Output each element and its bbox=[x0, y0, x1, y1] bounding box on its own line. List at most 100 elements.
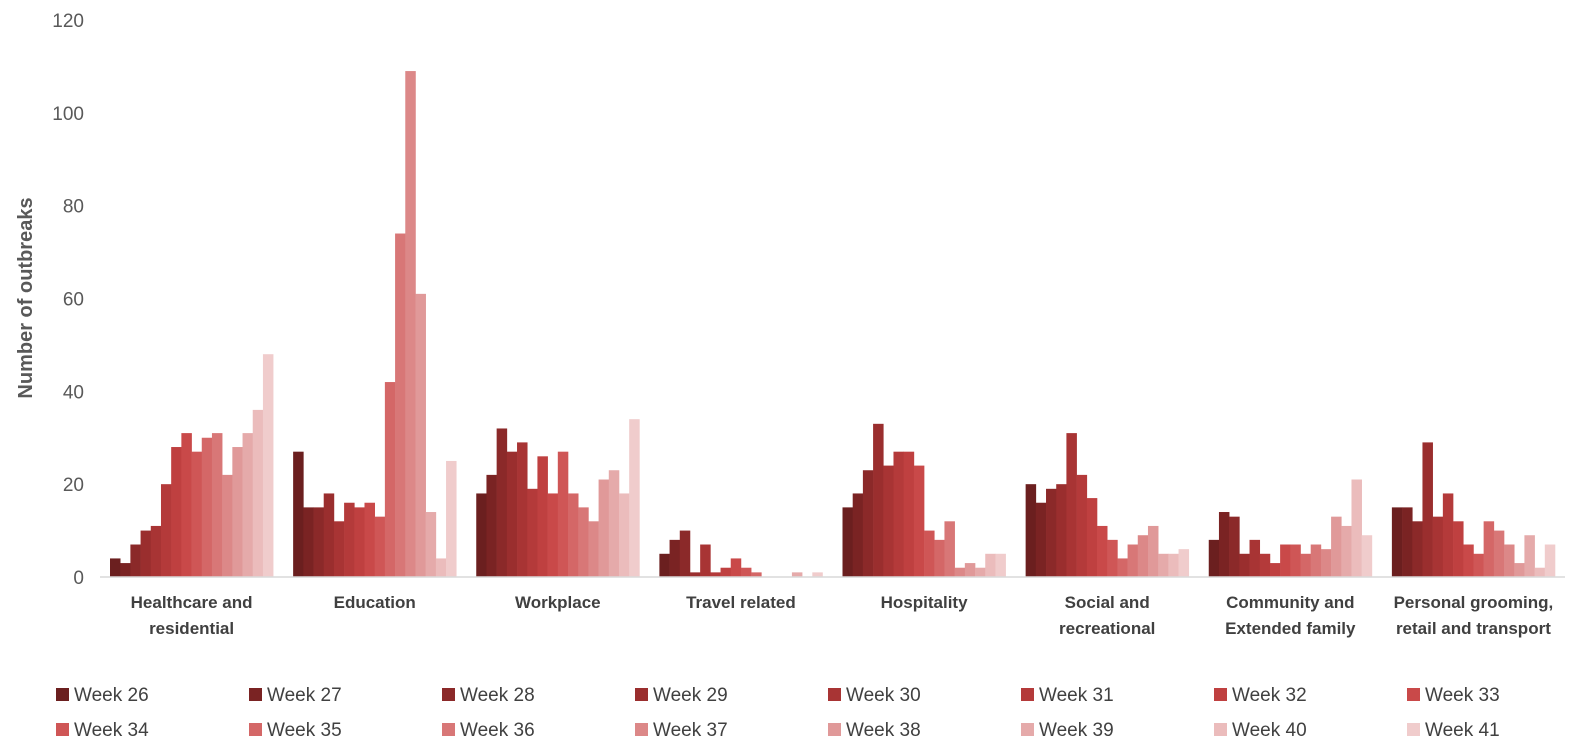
bar bbox=[1147, 525, 1159, 577]
bar bbox=[954, 567, 966, 577]
legend-label: Week 40 bbox=[1232, 720, 1307, 741]
bar bbox=[1412, 521, 1423, 577]
bar bbox=[384, 382, 396, 577]
bar bbox=[446, 460, 457, 577]
bar bbox=[435, 558, 447, 577]
bar bbox=[262, 354, 274, 577]
legend-label: Week 32 bbox=[1232, 685, 1307, 706]
bar bbox=[1391, 507, 1403, 578]
bar bbox=[252, 409, 264, 577]
bar bbox=[242, 433, 254, 577]
bar bbox=[374, 516, 386, 577]
bar bbox=[222, 474, 233, 577]
bar bbox=[110, 558, 121, 577]
bar bbox=[679, 530, 691, 577]
bar bbox=[568, 493, 579, 577]
bar bbox=[903, 451, 915, 577]
legend-label: Week 28 bbox=[460, 685, 535, 706]
x-axis-category-labels: Healthcare and residential Education Workpl… bbox=[131, 593, 1554, 638]
bar bbox=[537, 456, 548, 577]
legend: Week 26 Week 27 Week 28 Week 29 Week 30 Week … bbox=[56, 685, 1500, 741]
legend-swatch bbox=[249, 723, 262, 736]
legend-label: Week 31 bbox=[1039, 685, 1114, 706]
bar bbox=[1544, 544, 1556, 577]
bar bbox=[333, 521, 345, 577]
bar bbox=[527, 488, 538, 577]
bar bbox=[924, 530, 935, 577]
bar bbox=[608, 470, 620, 577]
bar bbox=[1096, 525, 1108, 577]
y-tick-label: 60 bbox=[63, 290, 84, 311]
bar bbox=[1280, 544, 1291, 577]
legend-label: Week 36 bbox=[460, 720, 535, 741]
bar bbox=[1442, 493, 1454, 577]
bar bbox=[1218, 512, 1230, 577]
bar bbox=[1137, 535, 1149, 577]
bar bbox=[303, 507, 314, 578]
bar bbox=[1249, 539, 1261, 577]
bar bbox=[1066, 433, 1077, 577]
bar bbox=[1320, 549, 1332, 577]
bar bbox=[1107, 539, 1118, 577]
bar bbox=[517, 442, 528, 577]
bar bbox=[1269, 563, 1281, 577]
bar bbox=[1178, 549, 1190, 577]
legend-label: Week 34 bbox=[74, 720, 149, 741]
bar bbox=[842, 507, 853, 578]
y-tick-label: 120 bbox=[52, 11, 84, 32]
bar bbox=[964, 563, 976, 577]
bar bbox=[130, 544, 141, 577]
bar bbox=[547, 493, 559, 577]
legend-swatch bbox=[1407, 688, 1420, 701]
bar bbox=[1473, 553, 1484, 577]
bar bbox=[476, 493, 487, 577]
bar bbox=[740, 567, 752, 577]
bar bbox=[730, 558, 742, 577]
x-category-label: Extended family bbox=[1225, 619, 1356, 638]
x-category-label: Hospitality bbox=[881, 593, 968, 612]
bar bbox=[893, 451, 904, 577]
bar bbox=[700, 544, 711, 577]
bar bbox=[160, 484, 172, 577]
bar bbox=[913, 465, 925, 577]
bar bbox=[578, 507, 589, 578]
x-category-label: residential bbox=[149, 619, 234, 638]
x-category-label: Education bbox=[334, 593, 416, 612]
legend-label: Week 38 bbox=[846, 720, 921, 741]
bar bbox=[629, 419, 640, 577]
legend-swatch bbox=[442, 688, 455, 701]
bar bbox=[486, 474, 497, 577]
bar bbox=[323, 493, 335, 577]
y-axis: 0 20 40 60 80 100 120 bbox=[52, 11, 84, 589]
legend-swatch bbox=[56, 688, 69, 701]
legend-label: Week 37 bbox=[653, 720, 728, 741]
bar bbox=[557, 451, 569, 577]
bar bbox=[1483, 521, 1495, 577]
bar bbox=[873, 423, 884, 577]
bar bbox=[191, 451, 203, 577]
y-tick-label: 100 bbox=[52, 104, 84, 125]
legend-swatch bbox=[635, 723, 648, 736]
bar bbox=[1290, 544, 1301, 577]
legend-label: Week 27 bbox=[267, 685, 342, 706]
bar bbox=[1524, 535, 1535, 577]
legend-swatch bbox=[1021, 688, 1034, 701]
bar bbox=[618, 493, 630, 577]
bar bbox=[425, 512, 437, 577]
x-category-label: Healthcare and bbox=[131, 593, 253, 612]
bar bbox=[1300, 553, 1312, 577]
legend-label: Week 33 bbox=[1425, 685, 1500, 706]
bar bbox=[689, 572, 701, 577]
bar bbox=[883, 465, 894, 577]
bar bbox=[944, 521, 955, 577]
bar bbox=[1158, 553, 1169, 577]
bar bbox=[975, 567, 986, 577]
bar bbox=[405, 71, 416, 577]
bar bbox=[1341, 525, 1352, 577]
bars bbox=[110, 71, 1556, 578]
bar bbox=[1076, 474, 1088, 577]
bar bbox=[1402, 507, 1413, 578]
bar bbox=[791, 572, 803, 577]
bar bbox=[171, 447, 182, 577]
